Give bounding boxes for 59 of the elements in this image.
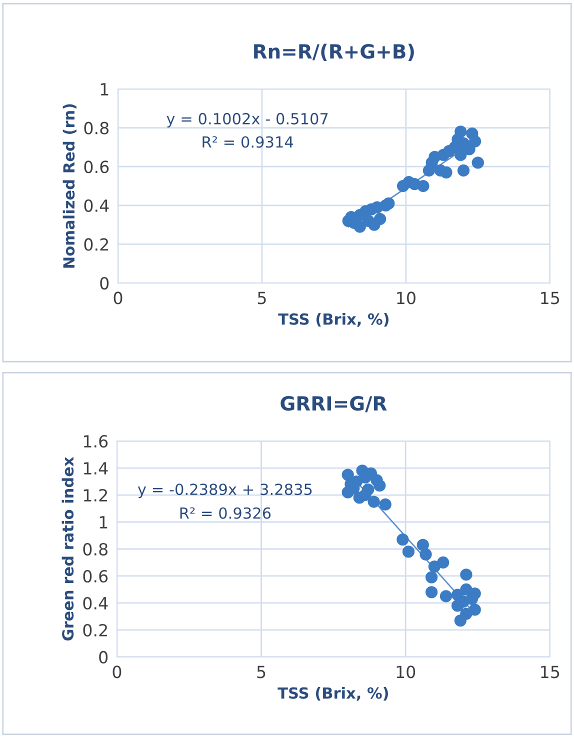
y-tick-label: 0.2 (84, 238, 108, 251)
annotation: R² = 0.9326 (180, 507, 271, 519)
y-tick-label: 1.4 (84, 462, 108, 474)
point (440, 166, 452, 179)
x-tick-label: 5 (257, 666, 266, 678)
annotation: R² = 0.9314 (202, 136, 294, 148)
y-tick-label: 1 (100, 516, 108, 528)
point (379, 498, 392, 511)
point (460, 568, 472, 581)
point (468, 604, 481, 616)
point (454, 148, 467, 162)
point (368, 496, 380, 508)
point (454, 126, 467, 138)
y-tick-label: 0.8 (84, 122, 109, 134)
y-tick-label: 0.4 (83, 596, 108, 610)
point (417, 180, 430, 192)
y-tick-label: 0.6 (83, 570, 108, 583)
x-tick-label: 5 (258, 292, 266, 304)
y-tick-label: 1 (100, 83, 108, 96)
y-tick-label: 0 (99, 650, 108, 664)
x-tick-label: 0 (112, 666, 122, 678)
point (472, 156, 484, 169)
annotation: y = -0.2389x + 3.2835 (138, 484, 312, 498)
chart-title: Rn=R/(R+G+B) (254, 44, 414, 62)
point (374, 479, 386, 492)
point (451, 600, 464, 612)
y-tick-label: 0.6 (84, 160, 109, 174)
annotation: y = 0.1002x - 0.5107 (166, 112, 328, 128)
y-tick-label: 1.6 (84, 434, 108, 448)
y-tick-label: 0.4 (84, 199, 109, 212)
point (354, 220, 366, 233)
point (460, 583, 472, 596)
y-tick-label: 1.2 (84, 488, 107, 502)
point (382, 197, 395, 210)
point (460, 608, 472, 620)
x-axis-title: TSS (Brix, %) (278, 686, 388, 701)
y-tick-label: 0.8 (83, 542, 108, 556)
x-axis-title: TSS (Brix, %) (278, 313, 389, 327)
point (396, 533, 409, 546)
point (416, 538, 429, 552)
point (466, 128, 478, 140)
point (437, 556, 450, 569)
point (425, 571, 438, 584)
y-tick-label: 0.2 (83, 624, 107, 637)
y-tick-label: 0 (100, 276, 109, 290)
point (440, 590, 452, 602)
point (402, 546, 415, 558)
chart-title: GRRI=G/R (280, 396, 387, 412)
x-tick-label: 15 (541, 666, 560, 678)
x-tick-label: 10 (396, 666, 416, 678)
point (420, 548, 432, 560)
x-tick-label: 0 (114, 292, 122, 304)
point (359, 488, 372, 502)
x-tick-label: 10 (397, 292, 416, 304)
point (457, 164, 470, 177)
x-tick-label: 15 (541, 292, 560, 304)
y-axis-title: Nomalized Red (rn) (62, 104, 76, 268)
point (425, 586, 438, 598)
y-axis-title: Green red ratio index (62, 456, 74, 641)
